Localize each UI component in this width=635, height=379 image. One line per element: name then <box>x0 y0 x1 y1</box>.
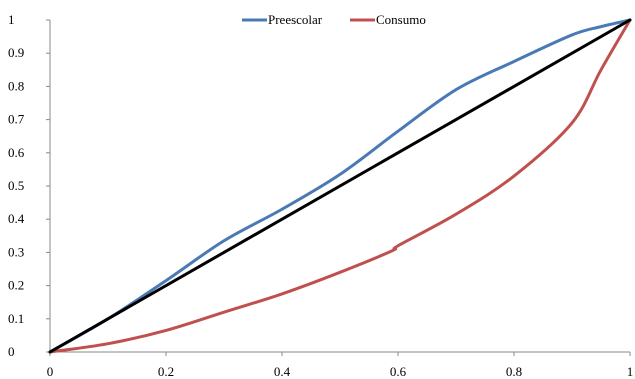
x-tick-label: 0.8 <box>506 364 522 379</box>
y-tick-label: 0.8 <box>8 78 24 93</box>
series-group <box>48 18 632 354</box>
y-tick-label: 1 <box>8 12 15 27</box>
equality-line <box>48 18 632 354</box>
y-tick-label: 0.4 <box>8 211 25 226</box>
legend-label-consumo: Consumo <box>376 12 426 27</box>
y-tick-label: 0.1 <box>8 311 24 326</box>
x-tick-label: 0.6 <box>390 364 407 379</box>
y-tick-label: 0 <box>8 344 15 359</box>
x-tick-label: 0 <box>47 364 54 379</box>
x-tick-label: 1 <box>627 364 634 379</box>
x-tick-label: 0.4 <box>274 364 291 379</box>
series-line-preescolar <box>48 18 632 354</box>
y-tick-label: 0.6 <box>8 145 25 160</box>
legend: Preescolar Consumo <box>242 12 426 27</box>
y-tick-label: 0.3 <box>8 244 24 259</box>
y-tick-label: 0.2 <box>8 278 24 293</box>
legend-label-preescolar: Preescolar <box>268 12 323 27</box>
x-tick-label: 0.2 <box>158 364 174 379</box>
series-line-consumo <box>48 18 632 354</box>
y-tick-label: 0.9 <box>8 45 24 60</box>
axes: 0 0.1 0.2 0.3 0.4 0.5 0.6 0.7 0.8 0.9 1 0 0.2 0.4 0.6 0… <box>8 12 633 379</box>
y-tick-label: 0.5 <box>8 178 24 193</box>
y-tick-label: 0.7 <box>8 112 25 127</box>
